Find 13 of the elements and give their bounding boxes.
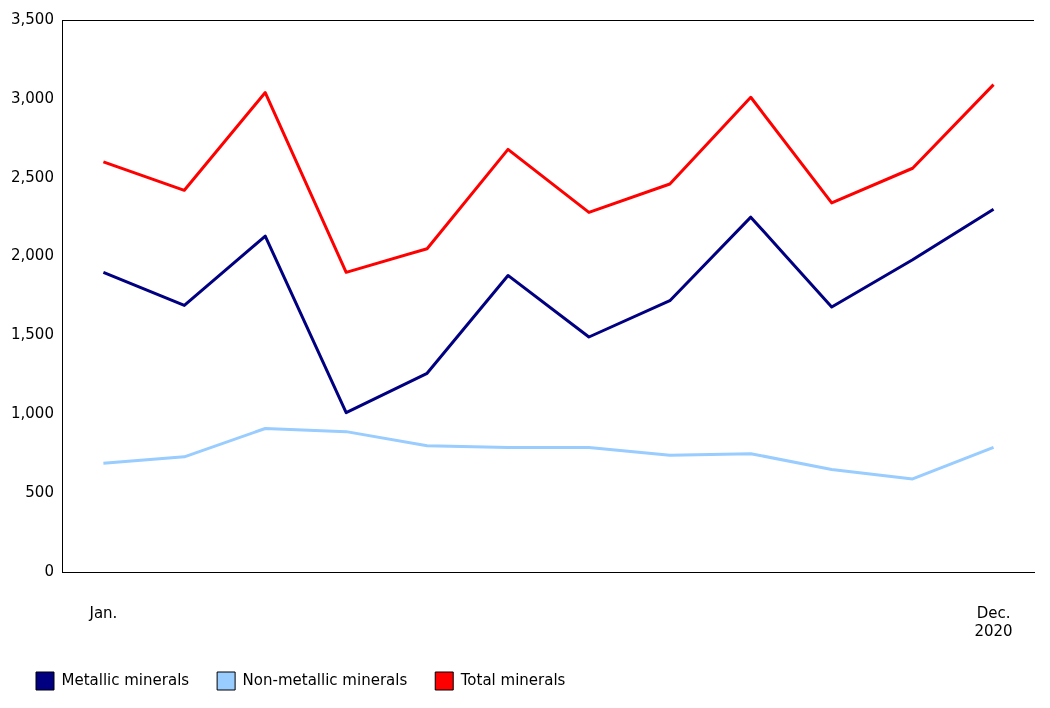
y-tick-label: 3,000 (10, 88, 54, 107)
y-tick-label: 3,500 (10, 9, 54, 28)
y-tick-label: 2,000 (10, 246, 54, 265)
legend-label: Metallic minerals (61, 670, 190, 689)
y-tick-label: 2,500 (10, 167, 54, 186)
x-tick-label: Jan. (88, 603, 118, 622)
y-tick-label: 1,500 (10, 325, 54, 344)
y-tick-label: 0 (44, 561, 54, 580)
y-tick-label: 500 (25, 483, 54, 502)
legend-label: Non-metallic minerals (242, 670, 408, 689)
legend-label: Total minerals (459, 670, 566, 689)
y-tick-label: 1,000 (10, 404, 54, 423)
x-tick-label: Dec. 2020 (974, 603, 1013, 640)
